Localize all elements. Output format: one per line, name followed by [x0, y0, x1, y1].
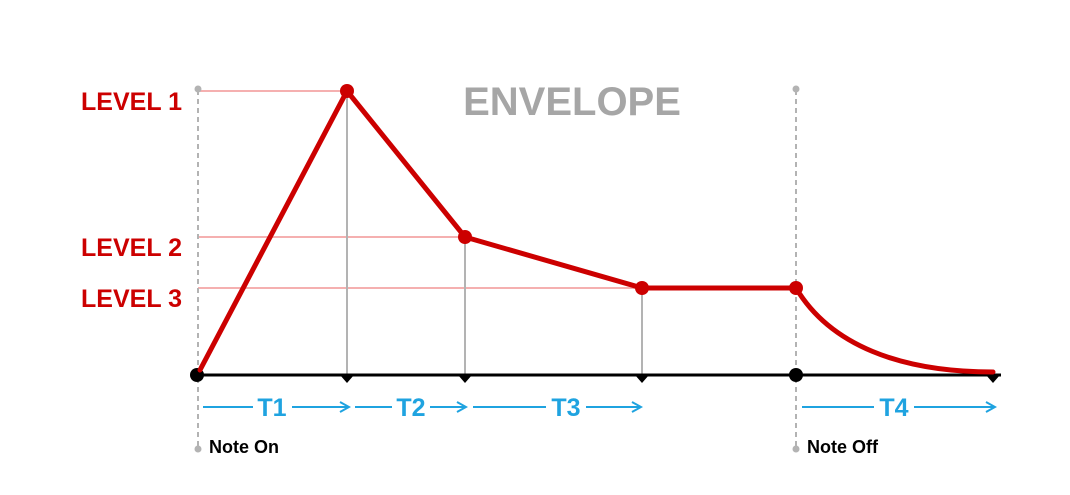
- level1-label: LEVEL 1: [81, 88, 182, 116]
- note-on-marker-top-dot: [194, 85, 202, 93]
- note-off-axis-dot: [789, 368, 803, 382]
- note-off-label: Note Off: [807, 437, 879, 457]
- level2-point: [458, 230, 472, 244]
- level1-point: [340, 84, 354, 98]
- t4-end-tick: [986, 375, 1000, 383]
- level3-label: LEVEL 3: [81, 285, 182, 313]
- t2-end-tick: [458, 375, 472, 383]
- note-off-marker-top-dot: [792, 85, 800, 93]
- t2-label: T2: [396, 394, 425, 422]
- t1-label: T1: [257, 394, 286, 422]
- t3-label: T3: [551, 394, 580, 422]
- t4-label: T4: [879, 394, 908, 422]
- level2-label: LEVEL 2: [81, 234, 182, 262]
- level3-end-point: [789, 281, 803, 295]
- note-on-marker-bottom-dot: [194, 445, 202, 453]
- note-on-label: Note On: [209, 437, 279, 457]
- note-off-marker-bottom-dot: [792, 445, 800, 453]
- envelope-curve: [197, 88, 799, 373]
- release-curve: [793, 285, 996, 375]
- t1-end-tick: [340, 375, 354, 383]
- level3-start-point: [635, 281, 649, 295]
- diagram-title: ENVELOPE: [463, 80, 681, 124]
- t3-end-tick: [635, 375, 649, 383]
